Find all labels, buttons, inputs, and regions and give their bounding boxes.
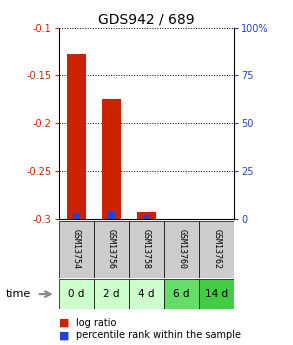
Text: GSM13762: GSM13762 bbox=[212, 229, 221, 269]
Text: 4 d: 4 d bbox=[138, 289, 155, 299]
Bar bbox=[129, 279, 164, 309]
Bar bbox=[67, 55, 86, 219]
Text: GSM13758: GSM13758 bbox=[142, 229, 151, 269]
Text: ■: ■ bbox=[59, 331, 69, 340]
Text: GDS942 / 689: GDS942 / 689 bbox=[98, 12, 195, 26]
Text: time: time bbox=[6, 289, 31, 299]
Text: 0 d: 0 d bbox=[68, 289, 84, 299]
Bar bbox=[108, 211, 115, 219]
Text: log ratio: log ratio bbox=[76, 318, 117, 327]
Text: 2 d: 2 d bbox=[103, 289, 120, 299]
Bar bbox=[59, 279, 94, 309]
Bar bbox=[199, 279, 234, 309]
Text: GSM13754: GSM13754 bbox=[72, 229, 81, 269]
Bar bbox=[94, 279, 129, 309]
Bar bbox=[164, 221, 199, 278]
Bar bbox=[94, 221, 129, 278]
Bar bbox=[199, 221, 234, 278]
Text: ■: ■ bbox=[59, 318, 69, 327]
Bar bbox=[164, 279, 199, 309]
Bar bbox=[73, 213, 80, 219]
Bar bbox=[129, 221, 164, 278]
Bar bbox=[137, 213, 156, 219]
Text: GSM13760: GSM13760 bbox=[177, 229, 186, 269]
Bar bbox=[102, 99, 121, 219]
Text: 6 d: 6 d bbox=[173, 289, 190, 299]
Text: percentile rank within the sample: percentile rank within the sample bbox=[76, 331, 241, 340]
Text: GSM13756: GSM13756 bbox=[107, 229, 116, 269]
Bar bbox=[143, 215, 150, 219]
Bar bbox=[59, 221, 94, 278]
Text: 14 d: 14 d bbox=[205, 289, 228, 299]
